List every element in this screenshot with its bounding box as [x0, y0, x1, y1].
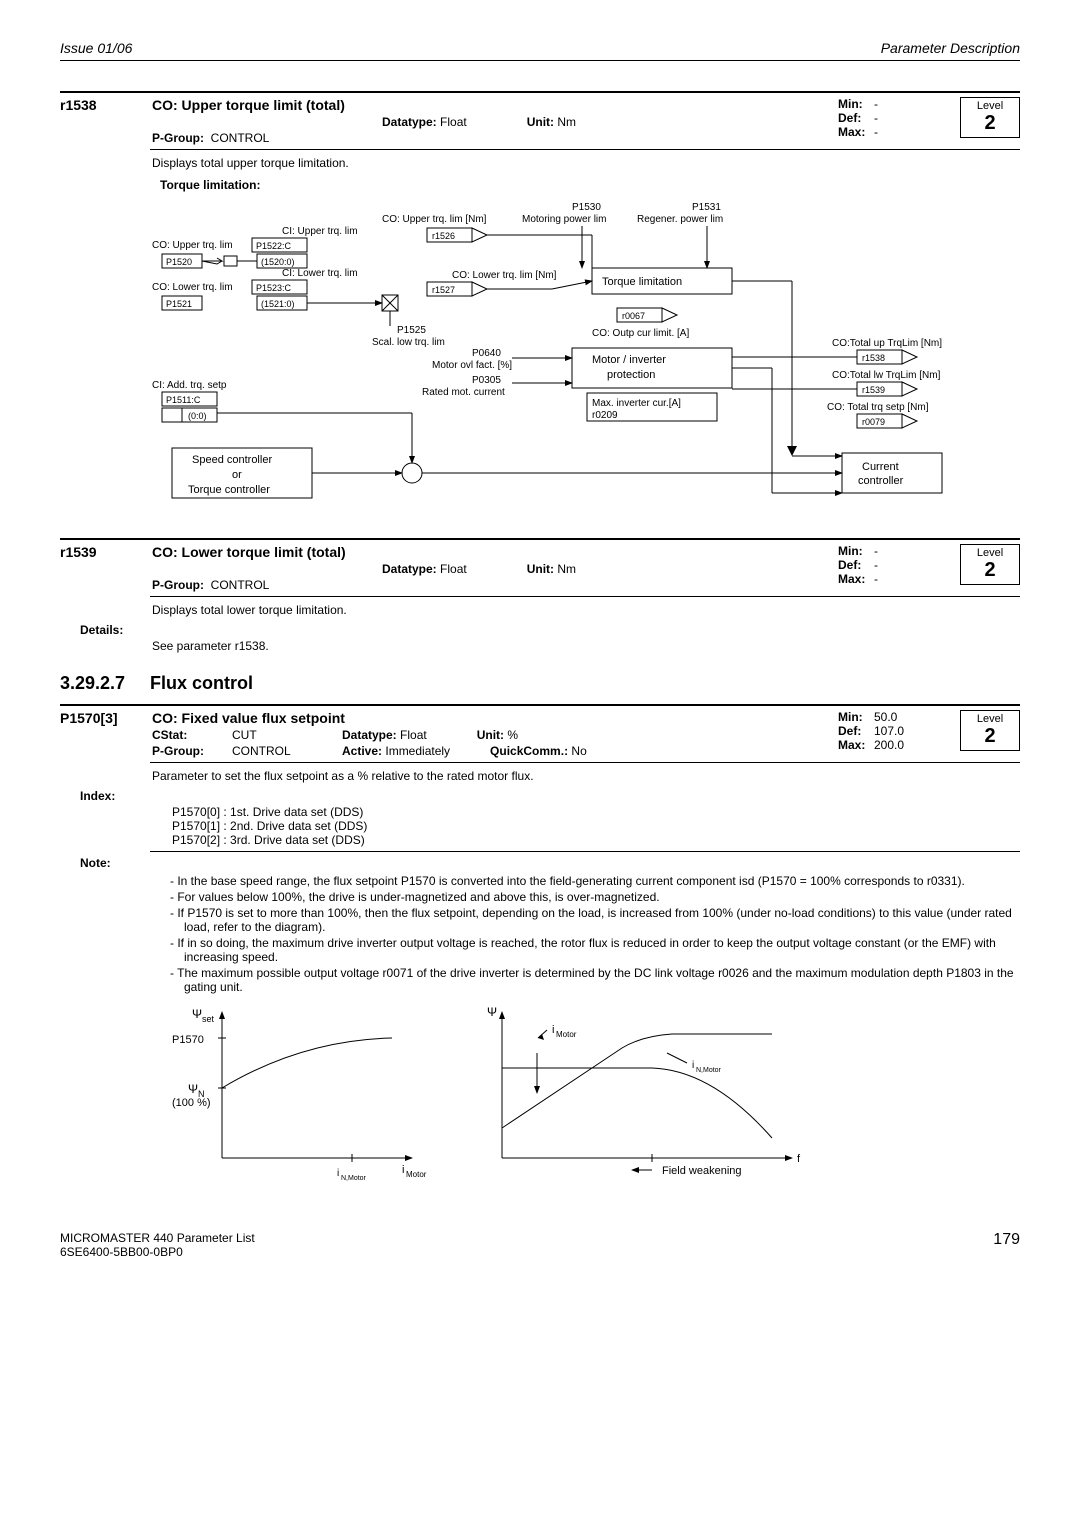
page-footer: MICROMASTER 440 Parameter List 6SE6400-5… [60, 1231, 1020, 1259]
svg-text:N,Motor: N,Motor [341, 1175, 367, 1182]
svg-text:r1527: r1527 [432, 285, 455, 295]
svg-text:(0:0): (0:0) [188, 411, 207, 421]
param-p1570: P1570[3] CO: Fixed value flux setpoint C… [60, 704, 1020, 1191]
svg-text:Motor: Motor [556, 1030, 577, 1039]
svg-text:P1523:C: P1523:C [256, 283, 292, 293]
svg-text:r1538: r1538 [862, 353, 885, 363]
svg-text:CI: Lower trq. lim: CI: Lower trq. lim [282, 268, 358, 279]
torque-limitation-diagram: P1530 P1531 CO: Upper trq. lim [Nm] Moto… [152, 198, 1020, 518]
svg-text:Torque controller: Torque controller [188, 484, 270, 496]
svg-text:Speed controller: Speed controller [192, 454, 272, 466]
svg-text:P0640: P0640 [472, 348, 501, 359]
flux-diagram: Ψset P1570 ΨN (100 %) iMotor iN,Motor Ψ … [152, 998, 1020, 1191]
svg-text:P1530: P1530 [572, 202, 601, 213]
svg-text:Ψ: Ψ [192, 1007, 202, 1021]
svg-text:Rated mot. current: Rated mot. current [422, 387, 505, 398]
svg-text:P1522:C: P1522:C [256, 241, 292, 251]
svg-text:r0209: r0209 [592, 410, 618, 421]
param-r1539: r1539 CO: Lower torque limit (total) Dat… [60, 538, 1020, 653]
index-list: P1570[0] : 1st. Drive data set (DDS) P15… [152, 805, 1020, 847]
issue-label: Issue 01/06 [60, 40, 132, 56]
torque-limit-heading: Torque limitation: [160, 178, 1020, 192]
svg-text:i: i [337, 1168, 339, 1179]
svg-text:i: i [692, 1060, 694, 1071]
svg-text:controller: controller [858, 475, 904, 487]
svg-text:r1539: r1539 [862, 385, 885, 395]
svg-text:Torque limitation: Torque limitation [602, 276, 682, 288]
param-title: CO: Fixed value flux setpoint [152, 710, 826, 726]
svg-text:Max. inverter cur.[A]: Max. inverter cur.[A] [592, 398, 681, 409]
svg-text:Current: Current [862, 461, 899, 473]
svg-text:protection: protection [607, 369, 655, 381]
param-id: r1539 [60, 544, 140, 560]
svg-text:i: i [552, 1024, 554, 1036]
svg-text:CO: Outp cur limit. [A]: CO: Outp cur limit. [A] [592, 328, 689, 339]
svg-text:P1531: P1531 [692, 202, 721, 213]
section-heading: 3.29.2.7Flux control [60, 673, 1020, 694]
svg-text:P1570: P1570 [172, 1034, 204, 1046]
svg-text:P1511:C: P1511:C [166, 395, 201, 405]
svg-text:CO: Lower trq. lim: CO: Lower trq. lim [152, 282, 233, 293]
svg-text:f: f [797, 1153, 801, 1165]
page-number: 179 [993, 1231, 1020, 1259]
svg-text:CO: Upper trq. lim [Nm]: CO: Upper trq. lim [Nm] [382, 214, 487, 225]
param-r1538: r1538 CO: Upper torque limit (total) Dat… [60, 91, 1020, 518]
level-box: Level 2 [960, 710, 1020, 751]
svg-text:CI: Add. trq. setp: CI: Add. trq. setp [152, 380, 227, 391]
param-id: r1538 [60, 97, 140, 113]
details-text: See parameter r1538. [152, 639, 1020, 653]
svg-text:CO: Upper trq. lim: CO: Upper trq. lim [152, 240, 233, 251]
svg-text:Regener. power lim: Regener. power lim [637, 214, 723, 225]
svg-text:CO:Total up TrqLim [Nm]: CO:Total up TrqLim [Nm] [832, 338, 942, 349]
svg-text:Motoring power lim: Motoring power lim [522, 214, 606, 225]
param-desc: Displays total upper torque limitation. [152, 156, 1020, 170]
page-header: Issue 01/06 Parameter Description [60, 40, 1020, 61]
index-label: Index: [80, 789, 1020, 803]
svg-text:Ψ: Ψ [188, 1082, 198, 1096]
svg-text:CO: Total trq setp [Nm]: CO: Total trq setp [Nm] [827, 402, 929, 413]
svg-text:CI: Upper trq. lim: CI: Upper trq. lim [282, 226, 358, 237]
param-title: CO: Upper torque limit (total) [152, 97, 826, 113]
param-desc: Displays total lower torque limitation. [152, 603, 1020, 617]
param-title: CO: Lower torque limit (total) [152, 544, 826, 560]
svg-text:r0079: r0079 [862, 417, 885, 427]
svg-text:CO:Total lw TrqLim [Nm]: CO:Total lw TrqLim [Nm] [832, 370, 941, 381]
svg-text:P1521: P1521 [166, 299, 192, 309]
svg-text:Scal. low trq. lim: Scal. low trq. lim [372, 337, 445, 348]
svg-text:i: i [402, 1164, 404, 1176]
level-box: Level 2 [960, 97, 1020, 138]
param-limits: Min:- Def:- Max:- [838, 97, 948, 139]
note-list: In the base speed range, the flux setpoi… [170, 874, 1020, 994]
svg-text:Motor / inverter: Motor / inverter [592, 354, 666, 366]
svg-text:CO: Lower trq. lim [Nm]: CO: Lower trq. lim [Nm] [452, 270, 557, 281]
note-label: Note: [80, 856, 1020, 870]
level-box: Level 2 [960, 544, 1020, 585]
param-limits: Min:- Def:- Max:- [838, 544, 948, 586]
svg-text:Ψ: Ψ [487, 1005, 497, 1019]
svg-text:r1526: r1526 [432, 231, 455, 241]
svg-text:P1525: P1525 [397, 325, 426, 336]
svg-text:Motor: Motor [406, 1170, 427, 1179]
svg-text:Motor ovl fact. [%]: Motor ovl fact. [%] [432, 360, 512, 371]
param-limits: Min:50.0 Def:107.0 Max:200.0 [838, 710, 948, 752]
svg-text:(1520:0): (1520:0) [261, 257, 295, 267]
svg-text:N,Motor: N,Motor [696, 1067, 722, 1074]
svg-text:P0305: P0305 [472, 375, 501, 386]
svg-text:(1521:0): (1521:0) [261, 299, 295, 309]
svg-text:or: or [232, 469, 242, 481]
svg-text:(100 %): (100 %) [172, 1097, 211, 1109]
details-label: Details: [80, 623, 1020, 637]
svg-text:set: set [202, 1014, 215, 1024]
svg-text:r0067: r0067 [622, 311, 645, 321]
svg-text:P1520: P1520 [166, 257, 192, 267]
param-desc: Parameter to set the flux setpoint as a … [152, 769, 1020, 783]
param-id: P1570[3] [60, 710, 140, 726]
section-label: Parameter Description [881, 40, 1020, 56]
svg-text:Field weakening: Field weakening [662, 1165, 742, 1177]
